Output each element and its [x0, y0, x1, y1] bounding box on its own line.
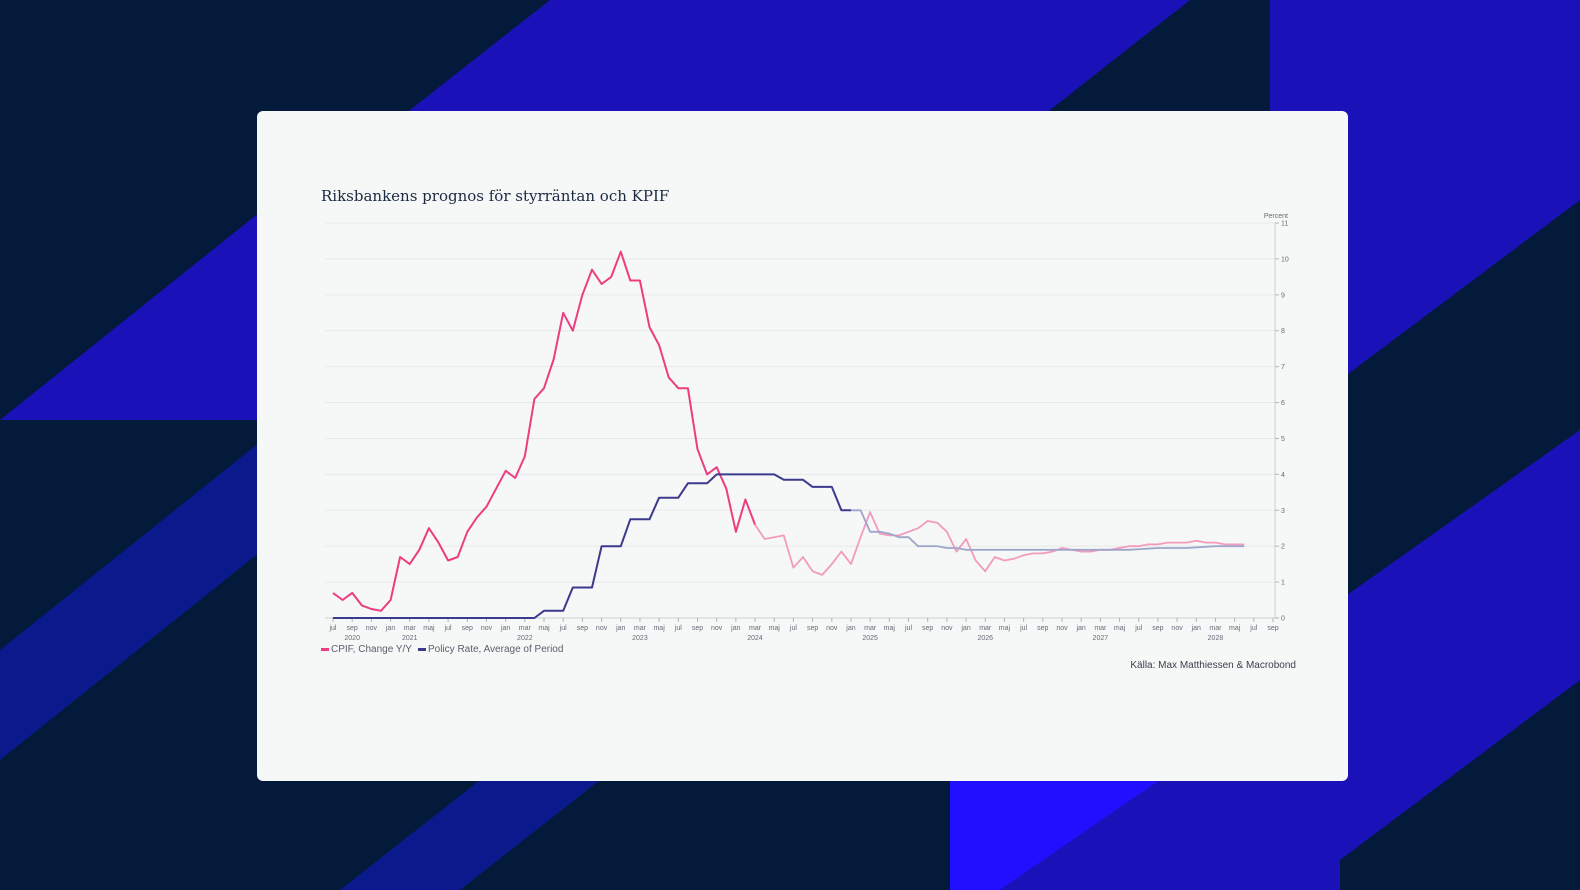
background-stripe: [950, 780, 1160, 890]
x-tick-label: jul: [559, 625, 567, 632]
x-tick-label: nov: [1171, 625, 1183, 632]
x-tick-label: mar: [519, 625, 532, 632]
x-tick-label: mar: [979, 625, 992, 632]
x-tick-label: nov: [481, 625, 493, 632]
legend-swatch-cpif: [321, 648, 329, 651]
background-stripe: [1000, 780, 1340, 890]
y-tick-label: 1: [1281, 580, 1285, 587]
y-tick-label: 2: [1281, 544, 1285, 551]
chart-title: Riksbankens prognos för styrräntan och K…: [321, 187, 670, 205]
y-tick-label: 7: [1281, 364, 1285, 371]
x-tick-label: nov: [826, 625, 838, 632]
x-tick-label: maj: [653, 625, 665, 632]
chart-legend: CPIF, Change Y/Y Policy Rate, Average of…: [321, 644, 563, 655]
x-tick-label: maj: [538, 625, 550, 632]
x-tick-label: mar: [1209, 625, 1222, 632]
x-tick-label: jul: [789, 625, 797, 632]
x-year-label: 2026: [977, 635, 993, 642]
y-tick-label: 11: [1281, 221, 1288, 228]
x-tick-label: nov: [366, 625, 378, 632]
background-stripe: [0, 410, 300, 760]
x-tick-label: jan: [960, 625, 970, 632]
y-tick-label: 9: [1281, 292, 1285, 299]
x-tick-label: mar: [864, 625, 877, 632]
y-tick-label: 5: [1281, 436, 1285, 443]
x-tick-label: maj: [884, 625, 896, 632]
series-line-policy: [333, 473, 851, 619]
x-year-label: 2027: [1093, 635, 1109, 642]
y-tick-label: 4: [1281, 472, 1285, 479]
x-tick-label: nov: [711, 625, 723, 632]
x-tick-label: jul: [1134, 625, 1142, 632]
x-tick-label: sep: [1152, 625, 1163, 632]
x-year-label: 2028: [1208, 635, 1224, 642]
series-line-cpif: [332, 250, 756, 612]
x-year-label: 2021: [402, 635, 418, 642]
x-year-label: 2023: [632, 635, 648, 642]
background-stripe: [0, 180, 300, 420]
x-tick-label: jul: [444, 625, 452, 632]
legend-label-cpif: CPIF, Change Y/Y: [331, 644, 412, 655]
y-axis-label: Percent: [1264, 213, 1288, 220]
x-tick-label: mar: [634, 625, 647, 632]
x-tick-label: jan: [615, 625, 625, 632]
x-tick-label: sep: [922, 625, 933, 632]
y-tick-label: 6: [1281, 400, 1285, 407]
x-tick-label: maj: [1114, 625, 1126, 632]
x-year-label: 2025: [862, 635, 878, 642]
chart-card: 0 1 2 3 4 5 6 7 8 9 10 11 Percent jul sep nov jan mar maj j…: [257, 111, 1348, 781]
x-tick-label: maj: [769, 625, 781, 632]
x-tick-label: sep: [1267, 625, 1278, 632]
x-tick-label: sep: [807, 625, 818, 632]
x-tick-label: nov: [596, 625, 608, 632]
x-tick-label: nov: [941, 625, 953, 632]
x-tick-label: nov: [1056, 625, 1068, 632]
x-tick-label: jan: [500, 625, 510, 632]
x-tick-label: sep: [577, 625, 588, 632]
x-tick-label: jan: [845, 625, 855, 632]
x-tick-label: sep: [347, 625, 358, 632]
y-tick-label: 0: [1281, 616, 1285, 623]
x-tick-label: maj: [999, 625, 1011, 632]
legend-label-policy: Policy Rate, Average of Period: [427, 644, 564, 655]
x-tick-label: mar: [749, 625, 762, 632]
y-tick-label: 3: [1281, 508, 1285, 515]
x-tick-label: maj: [1229, 625, 1241, 632]
x-tick-label: jan: [730, 625, 740, 632]
x-tick-label: mar: [1094, 625, 1107, 632]
x-year-label: 2020: [344, 635, 360, 642]
series-line-policy-forecast: [851, 509, 1245, 551]
x-year-label: 2024: [747, 635, 763, 642]
background-stripe: [1340, 430, 1580, 860]
x-tick-label: jul: [674, 625, 682, 632]
legend-item-policy: Policy Rate, Average of Period: [417, 644, 564, 655]
x-tick-label: sep: [462, 625, 473, 632]
x-tick-label: jan: [385, 625, 395, 632]
y-tick-label: 8: [1281, 328, 1285, 335]
source-note: Källa: Max Matthiessen & Macrobond: [1130, 660, 1296, 671]
background-stripe: [340, 780, 600, 890]
x-tick-label: sep: [1037, 625, 1048, 632]
legend-swatch-policy: [417, 648, 426, 651]
series-line-cpif-forecast: [754, 511, 1245, 576]
x-tick-label: mar: [404, 625, 417, 632]
y-tick-label: 10: [1281, 256, 1289, 263]
x-tick-label: jan: [1191, 625, 1201, 632]
x-tick-label: jul: [1249, 625, 1257, 632]
x-year-label: 2022: [517, 635, 533, 642]
x-tick-label: jul: [904, 625, 912, 632]
legend-item-cpif: CPIF, Change Y/Y: [321, 644, 412, 655]
x-tick-label: maj: [423, 625, 435, 632]
x-tick-label: jul: [328, 625, 336, 632]
x-tick-label: jul: [1019, 625, 1027, 632]
x-tick-label: jan: [1075, 625, 1085, 632]
x-tick-label: sep: [692, 625, 703, 632]
